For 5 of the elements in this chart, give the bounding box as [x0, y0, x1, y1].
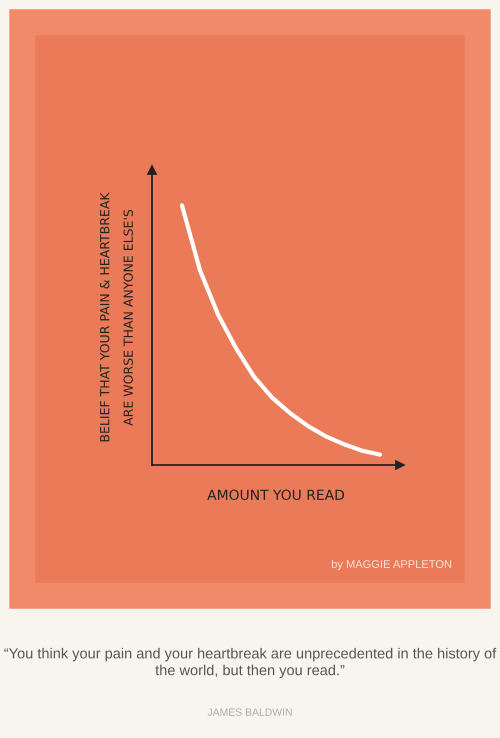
y-axis-title: BELIEF THAT YOUR PAIN & HEARTBREAK ARE WORSE THAN ANYONE ELSE'S	[100, 192, 133, 442]
text: “You think your pain and your heartbreak are unprecedented in the history of the world, but then you read.”	[4, 648, 496, 678]
text: JAMES BALDWIN	[208, 708, 292, 716]
x-axis-title: AMOUNT YOU READ	[207, 490, 344, 500]
text: by MAGGIE APPLETON	[332, 560, 452, 570]
